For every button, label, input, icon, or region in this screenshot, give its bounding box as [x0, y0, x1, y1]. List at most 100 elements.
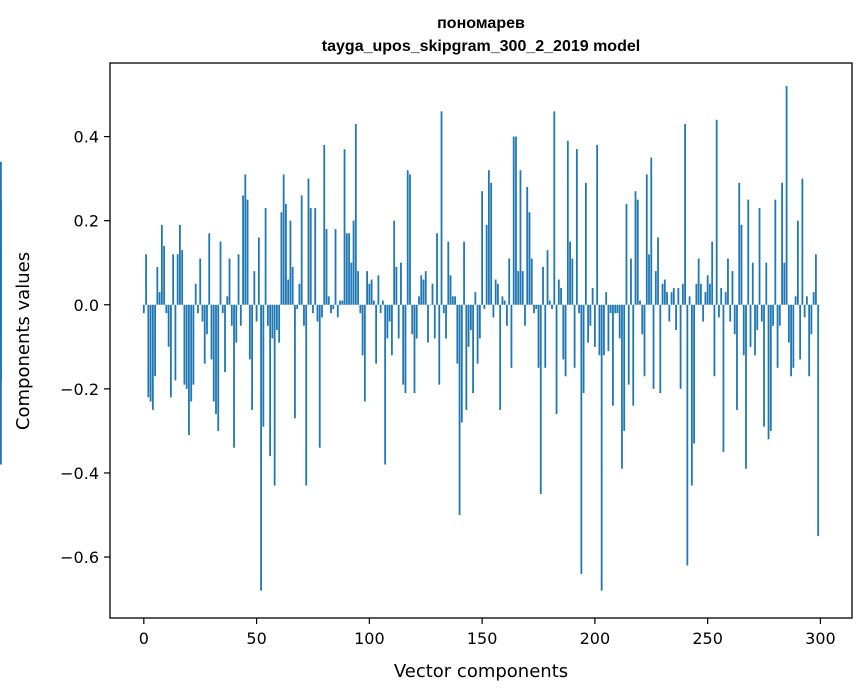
bar-34: [219, 241, 222, 305]
bar-219: [636, 199, 639, 305]
bar-227: [654, 271, 657, 305]
bar-269: [749, 304, 752, 347]
bar-124: [422, 279, 425, 305]
bar-97: [361, 304, 364, 356]
bar-39: [230, 304, 233, 326]
bar-108: [386, 304, 389, 339]
bar-262: [733, 304, 736, 335]
bar-277: [767, 304, 770, 440]
bar-92: [350, 262, 353, 305]
bar-145: [469, 304, 472, 330]
bar-57: [271, 304, 274, 339]
bar-276: [765, 262, 768, 305]
x-tick-label: 100: [354, 629, 385, 648]
bar-134: [445, 304, 447, 339]
bar-23: [194, 283, 197, 305]
bar-263: [736, 304, 738, 410]
y-tick-label: 0.0: [74, 296, 99, 315]
bar-198: [589, 304, 592, 326]
bar-299: [817, 304, 820, 537]
bar-63: [285, 203, 287, 305]
bar-254: [715, 119, 718, 305]
bar-221: [641, 304, 644, 335]
bar-154: [490, 182, 493, 305]
bar-120: [413, 304, 416, 394]
bar-215: [627, 304, 630, 385]
bar-189: [569, 241, 571, 305]
bar-128: [431, 283, 434, 305]
bar-66: [291, 266, 294, 305]
bar-12: [169, 304, 172, 398]
bar-147: [474, 292, 477, 305]
bar-252: [711, 241, 714, 305]
bar-149: [478, 304, 481, 339]
bar-91: [348, 233, 350, 305]
bar-273: [758, 208, 761, 305]
bar-110: [391, 304, 393, 356]
bar-181: [551, 304, 553, 309]
bar-115: [402, 304, 405, 385]
bar-177: [542, 266, 544, 305]
bar-56: [269, 304, 272, 457]
bar-126: [427, 304, 429, 343]
bar-163: [510, 304, 513, 368]
bar-247: [699, 283, 702, 305]
bar-193: [578, 304, 580, 314]
bar-68: [296, 304, 299, 309]
bar-7: [158, 292, 161, 305]
bar-46: [246, 199, 249, 305]
bar-14: [174, 304, 177, 381]
bar-248: [702, 304, 705, 322]
bar-109: [388, 304, 391, 322]
bar-162: [508, 258, 511, 305]
bar-76: [314, 208, 317, 305]
bar-125: [424, 271, 427, 305]
bar-0: [142, 304, 145, 314]
bar-194: [580, 304, 583, 574]
bar-118: [409, 174, 411, 305]
bar-49: [253, 271, 256, 305]
bar-264: [738, 182, 741, 305]
bar-282: [778, 304, 781, 326]
x-tick-label: 50: [246, 629, 266, 648]
bar-81: [325, 229, 328, 305]
bar-288: [792, 304, 795, 368]
bar-79: [321, 304, 323, 318]
bar-266: [742, 304, 745, 356]
y-tick-label: 0.2: [74, 212, 99, 231]
bar-171: [528, 212, 531, 305]
bar-8: [160, 224, 163, 305]
bar-176: [539, 304, 542, 494]
bar-107: [384, 304, 387, 465]
bar-29: [208, 233, 211, 305]
x-tick-label: 0: [139, 629, 149, 648]
chart-title-line-2: tayga_upos_skipgram_300_2_2019 model: [322, 38, 640, 55]
bar-143: [465, 304, 468, 410]
bar-182: [553, 111, 556, 305]
bar-236: [675, 304, 677, 330]
bar-190: [571, 258, 574, 305]
bar-47: [248, 304, 251, 360]
bar-205: [605, 292, 608, 305]
bar-164: [512, 136, 515, 305]
bar-32: [215, 304, 217, 415]
x-axis-ticks: 0 50 100 150 200 250 300: [139, 618, 836, 648]
bar-251: [709, 283, 711, 305]
bar-255: [718, 304, 720, 318]
bar-204: [603, 304, 605, 356]
bar-157: [497, 283, 499, 305]
bar-186: [562, 304, 565, 360]
bar-159: [501, 296, 504, 305]
bar-30: [210, 304, 213, 360]
bar-245: [695, 283, 698, 305]
x-tick-label: 250: [692, 629, 723, 648]
bar-187: [564, 304, 567, 377]
plot-frame: [109, 62, 853, 619]
bar-279: [772, 304, 774, 326]
bar-250: [706, 275, 709, 305]
bar-11: [167, 304, 170, 347]
bar-104: [377, 275, 380, 305]
bar-75: [312, 304, 314, 314]
bar-38: [228, 258, 231, 305]
